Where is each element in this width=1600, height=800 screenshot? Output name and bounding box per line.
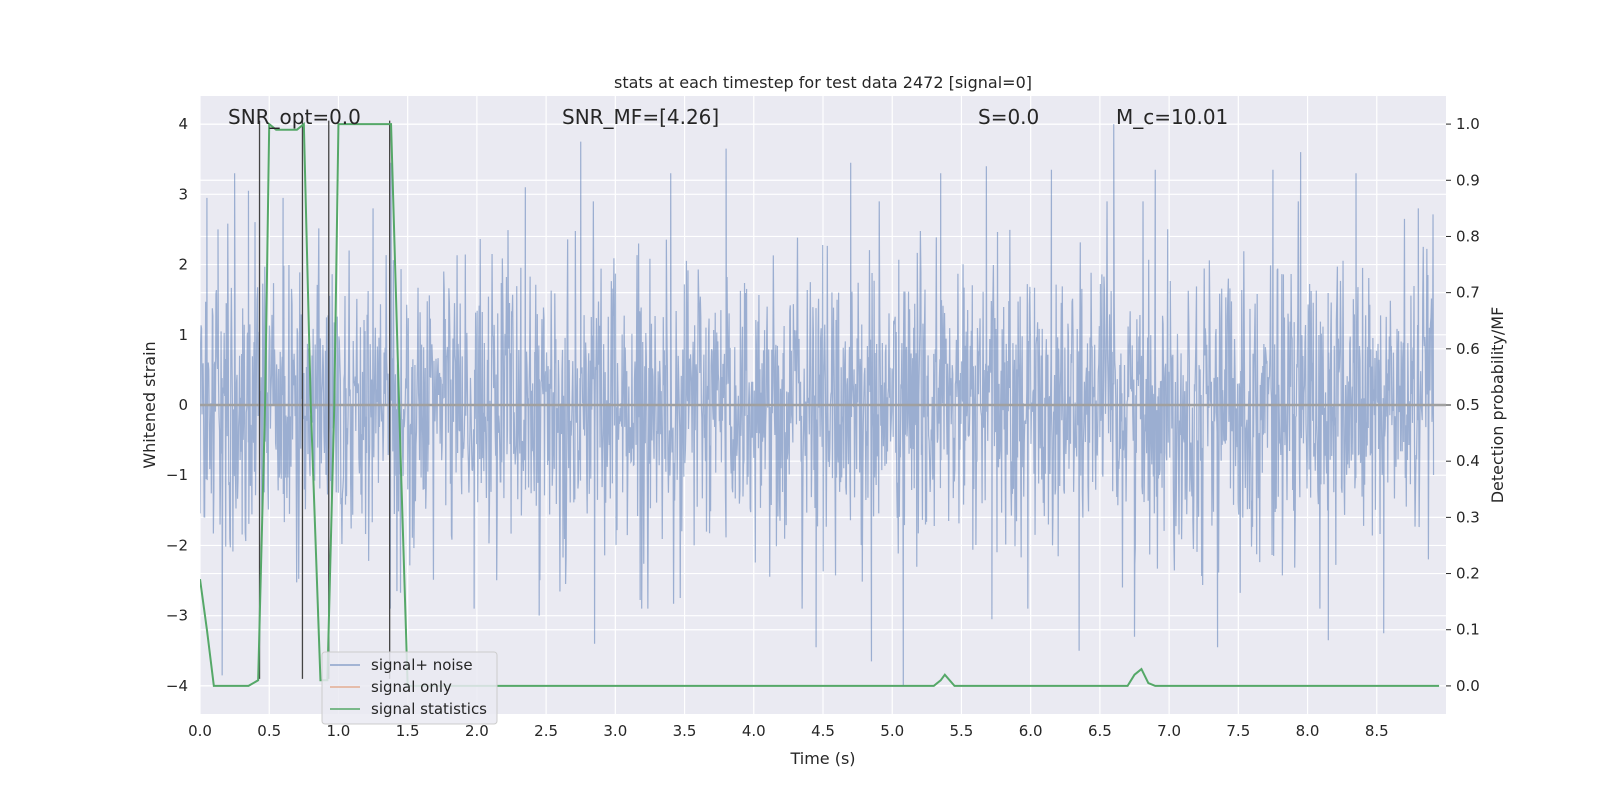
x-tick-label: 2.5	[534, 722, 558, 740]
chart-title: stats at each timestep for test data 247…	[614, 73, 1032, 92]
y2-axis-ticks: 0.0 0.1 0.2 0.3 0.4 0.5 0.6 0.7 0.8 0.9 1.0	[1446, 115, 1480, 695]
x-tick-label: 1.5	[396, 722, 420, 740]
y-tick-label: 0	[178, 396, 188, 414]
y-tick-label: −2	[166, 536, 188, 554]
legend-label-signal-statistics: signal statistics	[371, 700, 487, 718]
y2-tick-label: 0.9	[1456, 171, 1480, 189]
x-tick-label: 8.5	[1365, 722, 1389, 740]
y2-tick-label: 1.0	[1456, 115, 1480, 133]
x-tick-label: 7.0	[1157, 722, 1181, 740]
x-tick-label: 4.0	[742, 722, 766, 740]
annotation-snr-opt: SNR_opt=0.0	[228, 105, 361, 129]
y-tick-label: −1	[166, 466, 188, 484]
x-tick-label: 4.5	[811, 722, 835, 740]
x-axis-ticks: 0.0 0.5 1.0 1.5 2.0 2.5 3.0 3.5 4.0 4.5 5.0 5.5 6.0 6…	[188, 722, 1389, 740]
y2-tick-label: 0.3	[1456, 508, 1480, 526]
y2-tick-label: 0.2	[1456, 565, 1480, 583]
x-tick-label: 6.5	[1088, 722, 1112, 740]
y2-tick-label: 0.7	[1456, 284, 1480, 302]
annotation-s: S=0.0	[978, 105, 1039, 129]
x-axis-label: Time (s)	[789, 749, 855, 768]
x-tick-label: 6.0	[1019, 722, 1043, 740]
y2-tick-label: 0.1	[1456, 621, 1480, 639]
y2-tick-label: 0.8	[1456, 227, 1480, 245]
signal-statistics-series	[200, 122, 1440, 687]
y2-tick-label: 0.6	[1456, 340, 1480, 358]
annotation-mc: M_c=10.01	[1116, 105, 1228, 129]
y-tick-label: 2	[178, 256, 188, 274]
y2-axis-label: Detection probability/MF	[1488, 307, 1507, 504]
y-tick-label: 1	[178, 326, 188, 344]
y-tick-label: −3	[166, 607, 188, 625]
y-axis-label: Whitened strain	[140, 341, 159, 468]
y-tick-label: 3	[178, 185, 188, 203]
annotation-snr-mf: SNR_MF=[4.26]	[562, 105, 719, 129]
y2-tick-label: 0.4	[1456, 452, 1480, 470]
x-tick-label: 0.5	[257, 722, 281, 740]
x-tick-label: 3.5	[673, 722, 697, 740]
x-tick-label: 2.0	[465, 722, 489, 740]
annotations: SNR_opt=0.0 SNR_MF=[4.26] S=0.0 M_c=10.0…	[228, 105, 1228, 129]
x-tick-label: 8.0	[1296, 722, 1320, 740]
y2-tick-label: 0.0	[1456, 677, 1480, 695]
legend-label-signal-only: signal only	[371, 678, 452, 696]
legend-box	[321, 651, 498, 725]
x-tick-label: 5.5	[950, 722, 974, 740]
y-tick-label: −4	[166, 677, 188, 695]
y2-tick-label: 0.5	[1456, 396, 1480, 414]
y-tick-label: 4	[178, 115, 188, 133]
signal-noise-line	[200, 124, 1435, 686]
x-tick-label: 3.0	[603, 722, 627, 740]
y-axis-ticks: −4 −3 −2 −1 0 1 2 3 4	[166, 115, 188, 695]
signal-noise-series	[200, 124, 1435, 686]
legend: signal+ noise signal only signal statist…	[321, 651, 498, 725]
x-tick-label: 0.0	[188, 722, 212, 740]
x-tick-label: 1.0	[327, 722, 351, 740]
x-tick-label: 7.5	[1226, 722, 1250, 740]
legend-label-signal-noise: signal+ noise	[371, 656, 473, 674]
x-tick-label: 5.0	[880, 722, 904, 740]
signal-statistics-line	[200, 122, 1440, 687]
